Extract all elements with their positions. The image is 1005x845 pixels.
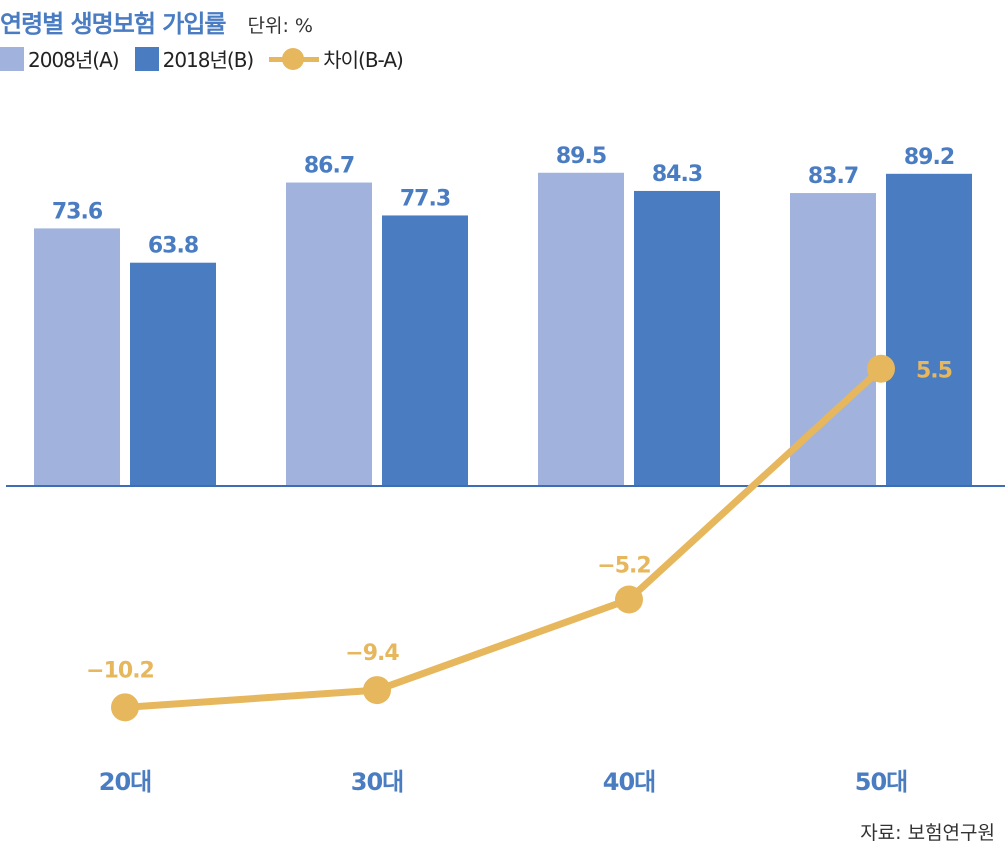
bar-2008-30대 bbox=[286, 182, 372, 487]
data-label-2008-30대: 86.7 bbox=[304, 154, 354, 179]
data-label-2018-30대: 77.3 bbox=[400, 186, 450, 211]
bar-2018-20대 bbox=[130, 262, 216, 486]
data-label-2008-50대: 83.7 bbox=[808, 164, 858, 189]
category-label-50대: 50대 bbox=[855, 768, 907, 796]
legend-label-2018: 2018년(B) bbox=[162, 48, 255, 72]
legend-swatch-2018 bbox=[134, 46, 159, 71]
difference-label-20대: −10.2 bbox=[86, 658, 154, 683]
data-label-2018-50대: 89.2 bbox=[904, 145, 954, 170]
chart-title: 연령별 생명보험 가입률 bbox=[0, 10, 227, 38]
difference-label-50대: 5.5 bbox=[916, 359, 952, 384]
legend-label-2008: 2008년(A) bbox=[28, 48, 120, 72]
data-label-2008-20대: 73.6 bbox=[52, 199, 103, 224]
difference-point-30대 bbox=[363, 676, 391, 705]
data-label-2018-20대: 63.8 bbox=[148, 234, 198, 259]
legend-item-2008: 2008년(A) bbox=[0, 44, 120, 73]
difference-label-40대: −5.2 bbox=[597, 554, 650, 579]
data-label-2018-40대: 84.3 bbox=[652, 162, 702, 187]
bar-2018-50대 bbox=[886, 173, 972, 487]
legend-line-marker bbox=[269, 47, 320, 71]
difference-point-50대 bbox=[867, 354, 895, 383]
legend-item-difference: 차이(B-A) bbox=[269, 44, 404, 73]
bar-2018-30대 bbox=[382, 215, 468, 486]
category-label-30대: 30대 bbox=[351, 768, 403, 796]
bar-2008-20대 bbox=[34, 228, 120, 486]
unit-label: 단위: % bbox=[247, 15, 313, 37]
difference-point-20대 bbox=[111, 693, 139, 722]
category-label-20대: 20대 bbox=[99, 768, 151, 796]
legend-swatch-2008 bbox=[0, 46, 24, 71]
legend: 2008년(A) 2018년(B) 차이(B-A) bbox=[0, 44, 419, 73]
difference-point-40대 bbox=[615, 585, 643, 614]
chart-header: 연령별 생명보험 가입률 단위: % bbox=[0, 4, 313, 39]
category-label-40대: 40대 bbox=[603, 768, 655, 796]
bar-2018-40대 bbox=[634, 190, 720, 486]
legend-label-difference: 차이(B-A) bbox=[323, 48, 404, 72]
difference-line bbox=[124, 366, 884, 711]
difference-label-30대: −9.4 bbox=[345, 641, 399, 666]
source-note: 자료: 보험연구원 bbox=[860, 822, 995, 844]
data-label-2008-40대: 89.5 bbox=[556, 144, 606, 169]
legend-item-2018: 2018년(B) bbox=[134, 44, 255, 73]
bar-2008-40대 bbox=[538, 172, 624, 486]
